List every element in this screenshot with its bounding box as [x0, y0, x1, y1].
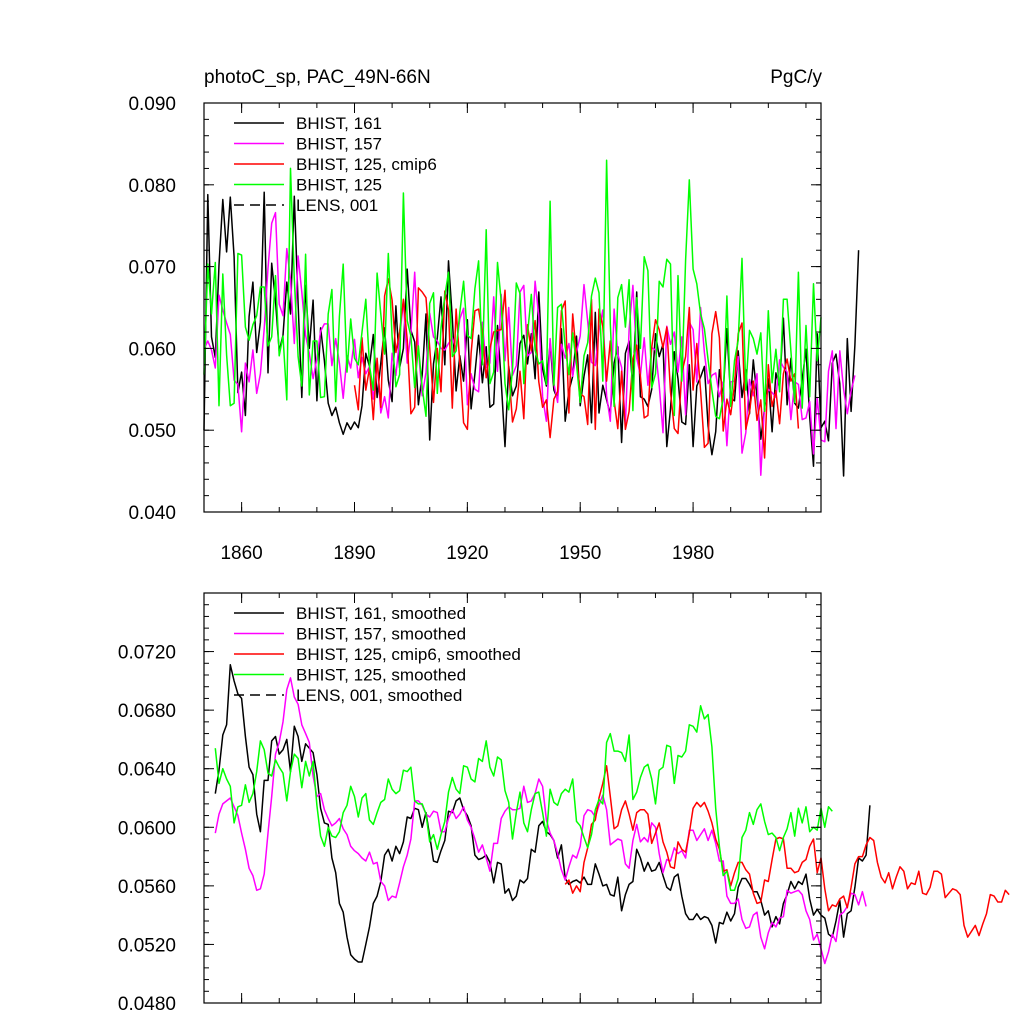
legend-label: BHIST, 125: [296, 176, 382, 195]
x-tick-label: 1860: [220, 543, 262, 564]
top-panel: photoC_sp, PAC_49N-66N PgC/y 0.0400.0500…: [128, 67, 860, 564]
bottom-legend: BHIST, 161, smoothed BHIST, 157, smoothed…: [234, 604, 521, 705]
legend-label: BHIST, 125, cmip6, smoothed: [296, 645, 521, 664]
top-plot-frame: [203, 102, 822, 513]
legend-label: LENS, 001, smoothed: [296, 686, 462, 705]
legend-label: BHIST, 161: [296, 114, 382, 133]
legend-label: BHIST, 157, smoothed: [296, 625, 466, 644]
y-tick-label: 0.0520: [118, 935, 176, 956]
y-tick-label: 0.040: [128, 503, 176, 524]
y-tick-label: 0.050: [128, 421, 176, 442]
bottom-panel: 0.0480 0.0520 0.0560 0.0600 0.0640 0.0680 0.07…: [118, 592, 1010, 1015]
series-line-1-1: [214, 677, 867, 965]
y-tick-label: 0.0720: [118, 643, 176, 664]
bottom-ticks: 0.0480 0.0520 0.0560 0.0600 0.0640 0.0680 0.07…: [118, 592, 821, 1015]
y-tick-label: 0.0640: [118, 760, 176, 781]
bottom-series-group: [214, 664, 1010, 965]
series-line-1-2: [564, 765, 1010, 938]
y-tick-label: 0.090: [128, 94, 176, 115]
top-chart-title: photoC_sp, PAC_49N-66N: [204, 67, 431, 88]
top-chart-units: PgC/y: [770, 67, 822, 88]
series-line-0-3: [203, 159, 822, 420]
legend-label: BHIST, 125, cmip6: [296, 155, 437, 174]
y-tick-label: 0.0680: [118, 701, 176, 722]
bottom-plot-frame: [203, 592, 822, 1004]
y-tick-label: 0.0480: [118, 994, 176, 1015]
y-tick-label: 0.060: [128, 339, 176, 360]
x-tick-label: 1950: [559, 543, 601, 564]
x-tick-label: 1890: [333, 543, 375, 564]
x-tick-label: 1920: [446, 543, 488, 564]
y-tick-label: 0.070: [128, 258, 176, 279]
legend-label: BHIST, 161, smoothed: [296, 604, 466, 623]
y-tick-label: 0.080: [128, 176, 176, 197]
y-tick-label: 0.0560: [118, 877, 176, 898]
y-tick-label: 0.0600: [118, 818, 176, 839]
top-series-group: [203, 159, 860, 477]
series-line-1-3: [214, 705, 833, 892]
top-ticks: 0.040 0.050 0.060 0.070 0.080 0.090 1860 1890 19…: [128, 94, 821, 564]
legend-label: BHIST, 125, smoothed: [296, 666, 466, 685]
legend-label: LENS, 001: [296, 196, 378, 215]
x-tick-label: 1980: [672, 543, 714, 564]
legend-label: BHIST, 157: [296, 135, 382, 154]
